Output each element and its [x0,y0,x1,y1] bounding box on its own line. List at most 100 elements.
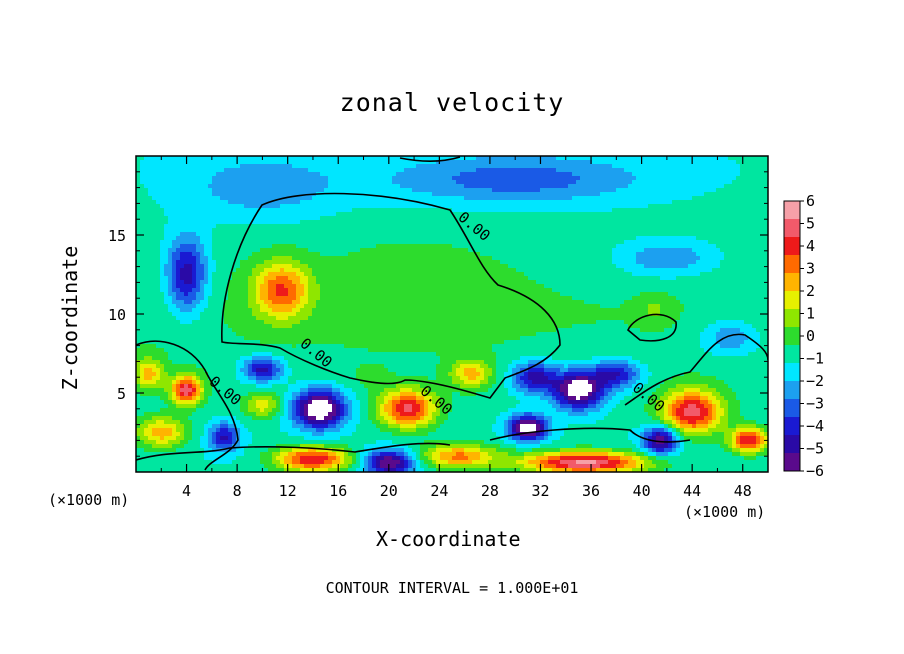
field-cell [620,220,625,225]
field-cell [268,180,273,185]
field-cell [436,244,441,249]
field-cell [696,164,701,169]
field-cell [736,156,741,161]
field-cell [252,232,257,237]
field-cell [164,156,169,161]
field-cell [444,184,449,189]
field-cell [168,224,173,229]
field-cell [732,164,737,169]
field-cell [224,164,229,169]
field-cell [452,196,457,201]
field-cell [516,264,521,269]
field-cell [708,156,713,161]
field-cell [636,192,641,197]
field-cell [548,260,553,265]
field-cell [208,280,213,285]
field-cell [456,240,461,245]
field-cell [524,240,529,245]
field-cell [432,240,437,245]
field-cell [760,180,765,185]
field-cell [296,176,301,181]
field-cell [424,244,429,249]
field-cell [640,232,645,237]
field-cell [240,232,245,237]
field-cell [472,156,477,161]
field-cell [668,272,673,277]
field-cell [224,228,229,233]
field-cell [368,236,373,241]
field-cell [440,264,445,269]
field-cell [144,192,149,197]
field-cell [156,184,161,189]
field-cell [380,176,385,181]
field-cell [692,184,697,189]
field-cell [200,204,205,209]
field-cell [436,240,441,245]
field-cell [640,176,645,181]
field-cell [340,224,345,229]
field-cell [404,164,409,169]
field-cell [684,172,689,177]
field-cell [312,260,317,265]
field-cell [388,256,393,261]
field-cell [668,156,673,161]
field-cell [380,188,385,193]
field-cell [160,160,165,165]
field-cell [732,236,737,241]
field-cell [576,164,581,169]
field-cell [196,180,201,185]
field-cell [568,228,573,233]
field-cell [272,156,277,161]
field-cell [632,276,637,281]
field-cell [640,220,645,225]
field-cell [448,216,453,221]
field-cell [644,192,649,197]
field-cell [752,244,757,249]
field-cell [516,172,521,177]
field-cell [168,244,173,249]
field-cell [284,272,289,277]
field-cell [260,192,265,197]
field-cell [328,248,333,253]
field-cell [304,168,309,173]
field-cell [480,224,485,229]
field-cell [232,156,237,161]
field-cell [564,164,569,169]
field-cell [300,232,305,237]
field-cell [236,184,241,189]
field-cell [448,160,453,165]
field-cell [488,216,493,221]
field-cell [392,232,397,237]
field-cell [240,164,245,169]
field-cell [296,268,301,273]
field-cell [260,188,265,193]
field-cell [520,180,525,185]
field-cell [704,172,709,177]
field-cell [420,168,425,173]
field-cell [556,188,561,193]
field-cell [756,224,761,229]
field-cell [596,184,601,189]
field-cell [292,240,297,245]
field-cell [572,260,577,265]
field-cell [604,184,609,189]
field-cell [736,272,741,277]
field-cell [752,220,757,225]
field-cell [376,276,381,281]
field-cell [696,240,701,245]
field-cell [204,236,209,241]
field-cell [708,184,713,189]
field-cell [288,164,293,169]
field-cell [532,248,537,253]
field-cell [564,276,569,281]
field-cell [556,272,561,277]
field-cell [652,260,657,265]
field-cell [596,180,601,185]
field-cell [428,164,433,169]
field-cell [292,208,297,213]
field-cell [528,272,533,277]
field-cell [256,204,261,209]
field-cell [172,220,177,225]
field-cell [236,252,241,257]
field-cell [480,256,485,261]
